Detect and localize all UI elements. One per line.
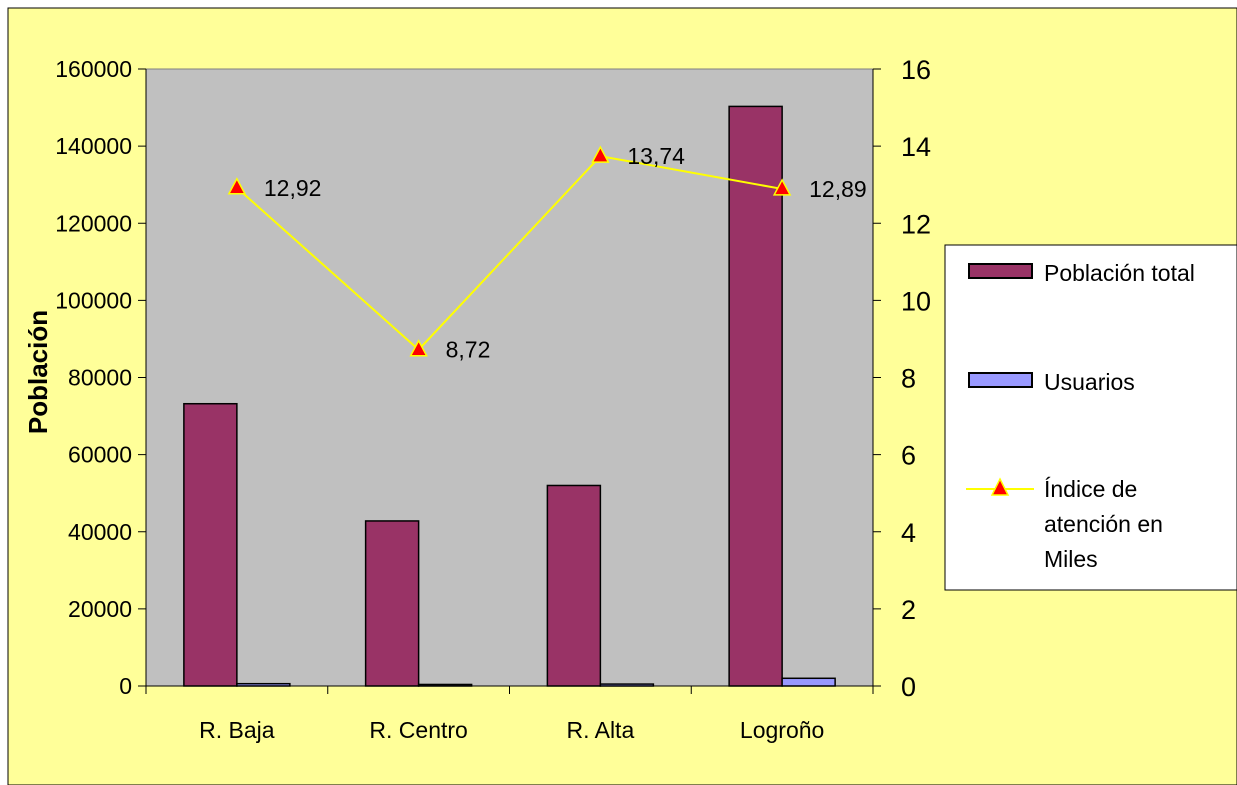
legend-item-poblacion-total: Población total [968,260,1195,286]
line-indice-de-atencion-en-miles [236,155,783,352]
y-left-tick-label: 160000 [55,56,132,82]
legend-box [944,244,1237,591]
y-left-tick-label: 120000 [55,210,132,236]
legend-label-usuarios: Usuarios [1044,369,1135,395]
bars [183,105,836,687]
y-left-tick-label: 60000 [68,442,132,468]
legend-label-indice-line1: Índice de [1044,476,1137,502]
axes: 0 20000 40000 60000 80000 100000 120000 140000 1… [55,55,931,743]
y-right-tick-label: 16 [901,55,931,85]
line-series: 12,92 8,72 13,74 12,89 [227,143,867,363]
bar-poblacion-total-r-alta [546,484,602,687]
y-right-tick-label: 8 [901,364,916,394]
y-right-tick-label: 12 [901,209,931,239]
y-left-tick-label: 80000 [68,365,132,391]
y-left-tick-label: 140000 [55,133,132,159]
y-left-tick-label: 20000 [68,596,132,622]
y-right-tick-label: 2 [901,595,916,625]
legend-item-usuarios: Usuarios [968,369,1135,395]
marker-r-alta [591,145,610,163]
y-axis-title: Población [23,310,53,434]
data-label-logrono: 12,89 [809,176,867,202]
marker-r-baja [227,177,247,195]
y-right-tick-label: 4 [901,518,916,548]
bar-poblacion-total-r-baja [183,402,238,687]
y-left-tick-label: 100000 [55,287,132,313]
x-tick-label-r-alta: R. Alta [566,717,634,743]
y-right-tick-label: 10 [901,286,931,316]
legend-swatch-usuarios [968,372,1033,388]
legend-label-indice-line3: Miles [1044,546,1098,572]
bar-usuarios-logrono [781,677,836,687]
legend-marker-indice [990,477,1010,496]
y-left-tick-label: 40000 [68,519,132,545]
marker-logrono [772,178,792,196]
data-label-r-centro: 8,72 [446,337,491,363]
legend-label-indice-line2: atención en [1044,511,1163,537]
data-label-r-baja: 12,92 [264,175,322,201]
marker-r-centro [409,339,428,357]
legend: Población total Usuarios Índice de atenc… [944,244,1237,591]
legend-swatch-poblacion-total [968,263,1033,279]
data-label-r-alta: 13,74 [627,143,685,169]
y-right-tick-label: 0 [901,672,916,702]
x-tick-label-r-baja: R. Baja [199,717,275,743]
y-right-tick-label: 14 [901,132,931,162]
legend-label-poblacion-total: Población total [1044,260,1195,286]
y-right-tick-label: 6 [901,441,916,471]
bar-poblacion-total-r-centro [364,520,420,687]
x-tick-label-r-centro: R. Centro [369,717,467,743]
legend-item-indice: Índice de atención en Miles [966,476,1169,572]
y-left-tick-label: 0 [119,673,132,699]
legend-label-indice: Índice de atención en Miles [1044,476,1169,572]
x-tick-label-logrono: Logroño [740,717,824,743]
